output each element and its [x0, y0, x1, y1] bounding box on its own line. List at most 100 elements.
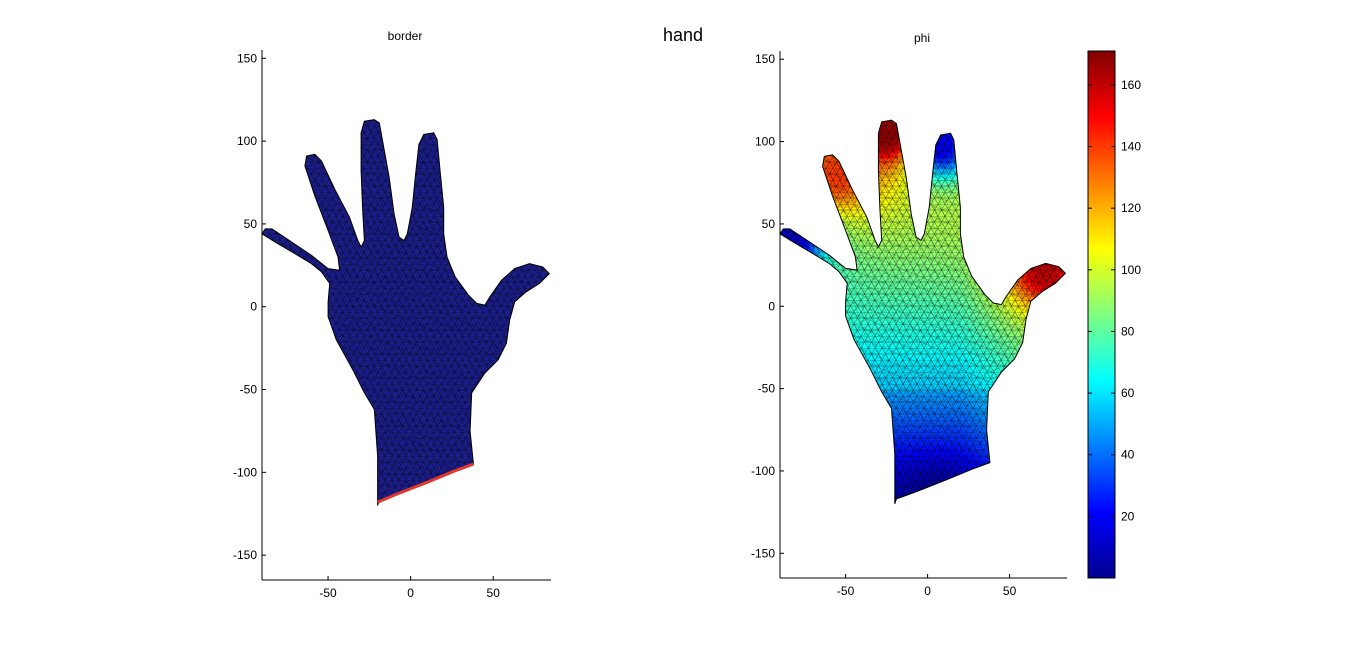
phi-cell [834, 464, 840, 470]
phi-cell [1045, 415, 1052, 421]
phi-cell [829, 474, 835, 480]
phi-cell [1050, 311, 1057, 317]
phi-cell [1065, 558, 1071, 564]
phi-cell [1021, 232, 1027, 238]
phi-cell [799, 158, 806, 164]
phi-cell [933, 539, 939, 545]
phi-cell [1040, 424, 1047, 431]
phi-cell [976, 202, 983, 208]
phi-cell [1026, 498, 1032, 504]
phi-cell [844, 424, 850, 431]
phi-cell [809, 439, 815, 446]
phi-cell [858, 400, 865, 406]
phi-cell [883, 454, 889, 460]
phi-cell [789, 459, 796, 465]
phi-cell [952, 519, 958, 525]
phi-cell [784, 316, 791, 322]
phi-cell [848, 360, 855, 367]
phi-cell [996, 390, 1002, 396]
phi-cell [785, 509, 791, 515]
phi-cell [1065, 568, 1071, 574]
phi-cell [814, 227, 820, 233]
phi-cell [908, 543, 914, 549]
phi-cell [1041, 563, 1047, 569]
phi-cell [971, 266, 978, 273]
phi-cell [809, 503, 815, 504]
phi-cell [799, 261, 806, 268]
phi-cell [794, 321, 801, 327]
phi-cell [1045, 419, 1052, 426]
phi-cell [972, 558, 978, 564]
phi-cell [1035, 484, 1042, 490]
phi-cell [814, 167, 820, 174]
phi-cell [1035, 217, 1042, 223]
phi-cell [1065, 168, 1071, 174]
phi-cell [1055, 167, 1061, 174]
phi-cell [1051, 568, 1057, 574]
phi-cell [1050, 375, 1057, 381]
phi-cell [1045, 365, 1052, 372]
phi-cell [804, 311, 811, 317]
phi-cell [1060, 306, 1066, 312]
phi-cell [992, 509, 998, 515]
phi-cell [829, 227, 835, 233]
phi-cell [933, 568, 939, 574]
phi-cell [809, 390, 815, 396]
phi-cell [868, 217, 875, 223]
phi-cell [814, 558, 820, 564]
phi-cell [1016, 212, 1022, 218]
phi-cell [858, 434, 865, 441]
phi-cell [1065, 366, 1071, 372]
phi-cell [1001, 375, 1007, 381]
phi-cell [874, 558, 880, 564]
phi-cell [829, 242, 835, 248]
phi-cell [839, 410, 845, 416]
phi-cell [789, 449, 796, 455]
phi-cell [1060, 370, 1066, 376]
phi-cell [834, 296, 840, 302]
phi-cell [1051, 529, 1057, 535]
phi-cell [1006, 163, 1012, 169]
phi-cell [928, 514, 934, 520]
phi-cell [1055, 479, 1061, 485]
phi-cell [1050, 237, 1057, 243]
phi-cell [933, 529, 939, 535]
phi-cell [1055, 434, 1061, 441]
phi-cell [799, 365, 806, 372]
phi-cell [780, 335, 786, 342]
phi-cell [992, 548, 998, 554]
phi-cell [1050, 434, 1057, 441]
phi-cell [809, 459, 815, 465]
phi-cell [991, 172, 998, 179]
phi-cell [799, 400, 806, 406]
phi-cell [819, 177, 825, 184]
phi-cell [780, 553, 786, 559]
phi-cell [824, 365, 830, 372]
phi-cell [780, 271, 786, 278]
phi-cell [981, 192, 988, 199]
phi-cell [868, 464, 875, 470]
phi-cell [780, 484, 786, 490]
phi-cell [1030, 232, 1037, 238]
phi-cell [839, 405, 845, 411]
phi-cell [804, 405, 811, 411]
phi-cell [991, 429, 998, 436]
hand-mesh-phi [779, 119, 1071, 574]
phi-cell [853, 400, 860, 406]
phi-cell [1026, 192, 1032, 199]
phi-cell [952, 479, 958, 485]
phi-cell [1050, 316, 1057, 322]
phi-cell [1040, 355, 1047, 362]
phi-cell [809, 207, 815, 213]
phi-cell [903, 553, 909, 559]
phi-cell [1026, 514, 1032, 520]
phi-cell [996, 271, 1002, 278]
phi-cell [1006, 553, 1012, 559]
phi-cell [780, 429, 786, 436]
phi-cell [1026, 429, 1032, 436]
phi-cell [809, 355, 815, 362]
phi-cell [997, 524, 1003, 530]
phi-cell [789, 469, 796, 475]
phi-cell [1045, 167, 1052, 174]
phi-cell [834, 217, 840, 223]
